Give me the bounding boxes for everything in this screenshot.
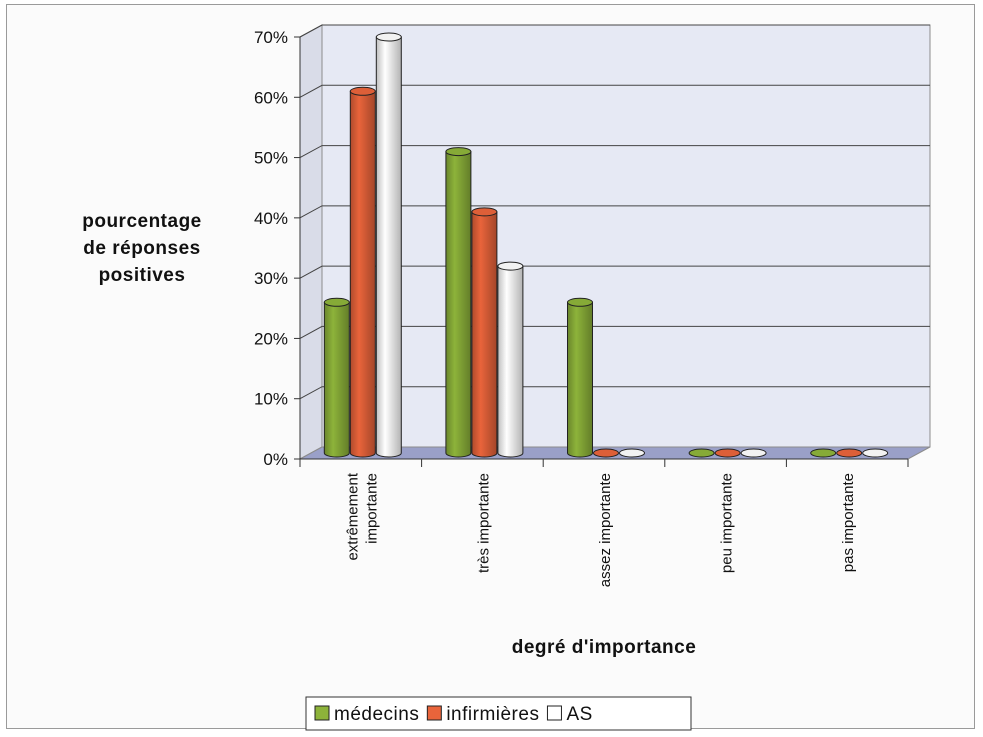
bar-top-infirmières-4 bbox=[714, 448, 741, 458]
gridline bbox=[299, 205, 930, 219]
y-tick-label: 70% bbox=[254, 28, 288, 47]
x-tick-label: très importante bbox=[475, 473, 492, 573]
bar-top-AS-5 bbox=[862, 448, 889, 458]
legend-swatch bbox=[314, 705, 330, 721]
x-tick-label: extrêmement bbox=[344, 472, 361, 560]
y-tick-label: 0% bbox=[263, 450, 288, 469]
bar-top-médecins-4 bbox=[688, 448, 715, 458]
gridline bbox=[299, 24, 930, 38]
x-axis-title: degré d'importance bbox=[512, 637, 697, 658]
gridline bbox=[299, 265, 930, 279]
gridline bbox=[299, 145, 930, 159]
legend-box bbox=[305, 696, 692, 731]
bar-top-infirmières-2 bbox=[471, 207, 498, 217]
bar-top-médecins-3 bbox=[567, 297, 593, 307]
bar-infirmières-1 bbox=[349, 90, 376, 458]
x-tick-label: importante bbox=[363, 473, 380, 544]
bar-top-AS-2 bbox=[497, 261, 524, 271]
side-wall bbox=[299, 24, 323, 460]
bar-top-médecins-5 bbox=[810, 448, 837, 458]
bar-médecins-1 bbox=[323, 301, 350, 458]
legend-label: médecins bbox=[334, 704, 419, 725]
bar-médecins-3 bbox=[567, 301, 593, 458]
legend-label: infirmières bbox=[446, 704, 539, 725]
bar-top-médecins-2 bbox=[445, 147, 472, 157]
legend-swatch bbox=[426, 705, 442, 721]
y-tick-label: 50% bbox=[254, 149, 288, 168]
gridline bbox=[299, 325, 930, 339]
bar-top-infirmières-3 bbox=[593, 448, 619, 458]
x-tick-label: peu importante bbox=[719, 473, 736, 573]
bar-top-infirmières-5 bbox=[836, 448, 863, 458]
bar-AS-2 bbox=[497, 265, 524, 458]
bar-top-AS-1 bbox=[375, 32, 402, 42]
y-tick-label: 60% bbox=[254, 88, 288, 107]
y-axis-title: positives bbox=[99, 265, 186, 286]
legend-label: AS bbox=[566, 704, 592, 725]
bar-top-AS-4 bbox=[740, 448, 767, 458]
back-wall bbox=[321, 24, 931, 448]
y-tick-label: 40% bbox=[254, 209, 288, 228]
bar-AS-1 bbox=[375, 36, 402, 458]
bar-top-infirmières-1 bbox=[349, 86, 376, 96]
y-axis-title: de réponses bbox=[83, 238, 200, 259]
bar-infirmières-2 bbox=[471, 211, 498, 458]
bar-top-médecins-1 bbox=[323, 297, 350, 307]
y-tick-label: 30% bbox=[254, 269, 288, 288]
y-tick-label: 20% bbox=[254, 329, 288, 348]
x-tick-label: pas importante bbox=[840, 473, 857, 572]
gridline bbox=[299, 84, 930, 98]
gridline bbox=[299, 386, 930, 400]
legend-swatch bbox=[546, 705, 562, 721]
x-tick-label: assez importante bbox=[597, 473, 614, 587]
y-axis-title: pourcentage bbox=[82, 211, 202, 232]
bar-top-AS-3 bbox=[619, 448, 645, 458]
bar-médecins-2 bbox=[445, 151, 472, 458]
y-tick-label: 10% bbox=[254, 390, 288, 409]
